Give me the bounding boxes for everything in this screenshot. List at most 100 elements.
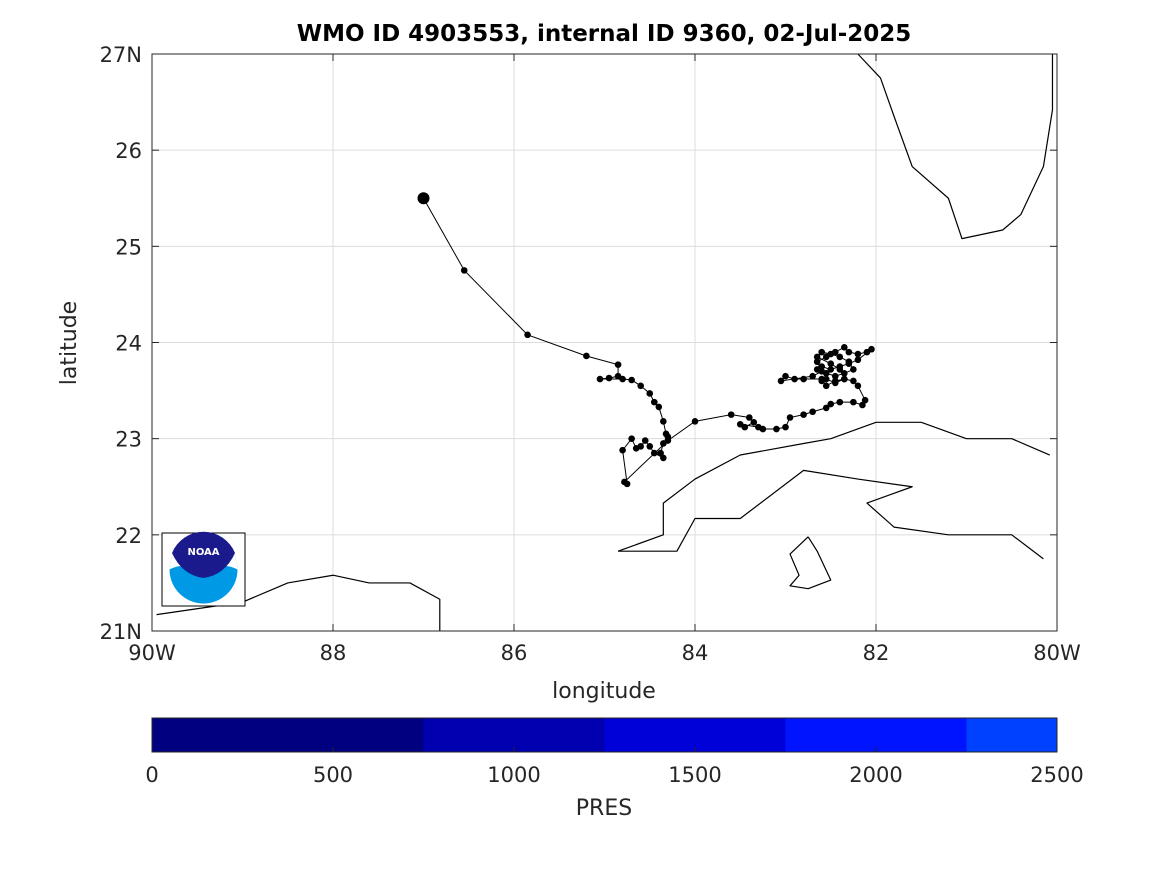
float-track bbox=[417, 192, 875, 488]
track-point bbox=[619, 446, 626, 454]
colorbar-tick-label: 1000 bbox=[487, 763, 540, 787]
track-point bbox=[854, 382, 862, 390]
track-point bbox=[646, 390, 654, 397]
colorbar-tick-label: 1500 bbox=[668, 763, 721, 787]
colorbar-segment bbox=[966, 718, 1057, 752]
track-point bbox=[836, 366, 844, 373]
track-point bbox=[621, 478, 628, 486]
track-point bbox=[827, 400, 835, 408]
x-tick-label: 90W bbox=[128, 641, 176, 665]
track-point bbox=[813, 353, 821, 361]
x-tick-label: 88 bbox=[320, 641, 347, 665]
track-point bbox=[822, 369, 830, 377]
track-point bbox=[614, 361, 622, 368]
track-point bbox=[664, 437, 672, 444]
track-start-marker bbox=[417, 192, 430, 205]
track-point bbox=[786, 414, 794, 421]
colorbar-segment bbox=[604, 718, 786, 752]
track-point bbox=[813, 358, 821, 366]
track-point bbox=[809, 408, 816, 416]
track-point bbox=[868, 345, 875, 353]
track-point bbox=[746, 414, 753, 421]
track-point bbox=[836, 353, 844, 361]
track-point bbox=[827, 366, 835, 373]
track-point bbox=[841, 369, 848, 377]
y-tick-label: 24 bbox=[115, 332, 142, 356]
coastlines bbox=[156, 53, 1054, 631]
track-point bbox=[800, 375, 807, 383]
track-point bbox=[759, 425, 767, 433]
track-point bbox=[841, 344, 848, 351]
x-axis-label: longitude bbox=[552, 679, 656, 704]
noaa-logo: NOAA bbox=[161, 531, 246, 607]
track-point bbox=[727, 411, 735, 418]
x-tick-label: 82 bbox=[863, 641, 890, 665]
track-point bbox=[777, 377, 785, 385]
track-point bbox=[650, 398, 658, 406]
track-point bbox=[605, 374, 613, 382]
colorbar-tick-label: 2000 bbox=[849, 763, 902, 787]
track-point bbox=[750, 419, 758, 426]
colorbar-tick-label: 500 bbox=[313, 763, 353, 787]
track-point bbox=[646, 443, 654, 450]
track-point bbox=[822, 404, 830, 412]
colorbar-ticks: 0 500 1000 1500 2000 2500 bbox=[145, 747, 1084, 787]
colorbar-tick-label: 2500 bbox=[1030, 763, 1083, 787]
track-point bbox=[822, 382, 830, 390]
track-point bbox=[736, 420, 744, 428]
track-point bbox=[850, 366, 857, 373]
colorbar-segment bbox=[785, 718, 967, 752]
coastline bbox=[789, 536, 832, 590]
colorbar: 0 500 1000 1500 2000 2500 PRES bbox=[145, 717, 1084, 821]
track-point bbox=[836, 398, 844, 406]
colorbar-segment bbox=[152, 718, 424, 752]
logo-wordmark: NOAA bbox=[187, 547, 219, 558]
track-point bbox=[827, 360, 835, 367]
track-point bbox=[650, 449, 658, 457]
y-axis-label: latitude bbox=[57, 301, 82, 385]
track-point bbox=[845, 358, 853, 366]
logo-upper-disc bbox=[172, 531, 235, 578]
coastline bbox=[618, 469, 1044, 560]
y-tick-label: 23 bbox=[115, 428, 142, 452]
track-point bbox=[628, 435, 635, 442]
track-point bbox=[596, 375, 604, 383]
track-point bbox=[773, 425, 780, 433]
map-axes: 90W 88 86 84 82 80W 21N 22 23 24 25 26 27N NOAA bbox=[100, 43, 1081, 665]
y-tick-labels: 21N 22 23 24 25 26 27N bbox=[100, 43, 142, 644]
track-point bbox=[632, 444, 640, 452]
track-point bbox=[782, 372, 789, 380]
track-point bbox=[660, 418, 667, 425]
figure-title: WMO ID 4903553, internal ID 9360, 02-Jul… bbox=[297, 21, 912, 47]
track-point bbox=[861, 396, 869, 404]
track-point bbox=[791, 375, 798, 383]
coastline bbox=[156, 574, 441, 631]
track-point bbox=[657, 449, 664, 457]
track-point bbox=[813, 366, 821, 373]
track-point bbox=[818, 348, 825, 356]
colorbar-segment bbox=[423, 718, 605, 752]
track-point bbox=[628, 376, 635, 384]
track-point bbox=[691, 418, 699, 425]
track-point bbox=[641, 437, 649, 444]
track-point bbox=[818, 377, 825, 385]
track-point bbox=[800, 411, 807, 418]
x-tick-label: 84 bbox=[682, 641, 709, 665]
y-tick-label: 21N bbox=[100, 620, 142, 644]
track-point bbox=[583, 352, 590, 360]
x-tick-label: 80W bbox=[1033, 641, 1081, 665]
track-point bbox=[524, 331, 531, 339]
y-tick-label: 25 bbox=[115, 235, 142, 259]
track-point bbox=[850, 398, 857, 406]
track-point bbox=[619, 375, 626, 383]
track-point bbox=[660, 454, 667, 462]
track-point bbox=[841, 375, 848, 383]
y-tick-label: 22 bbox=[115, 524, 142, 548]
axis-ticks bbox=[151, 53, 1058, 632]
track-point bbox=[782, 423, 789, 431]
track-point bbox=[854, 356, 862, 364]
track-point bbox=[831, 379, 839, 387]
track-point bbox=[809, 372, 816, 380]
grid-lines bbox=[151, 53, 1058, 632]
